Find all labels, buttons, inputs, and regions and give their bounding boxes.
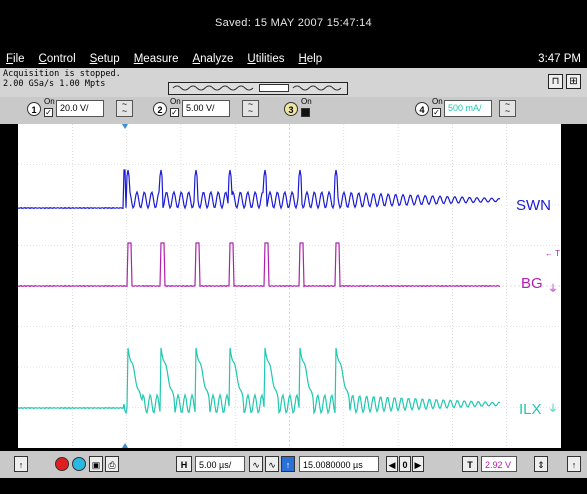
channel-2-on-label: On [170, 97, 181, 106]
menu-utilities[interactable]: Utilities [247, 53, 285, 65]
menu-file[interactable]: File [6, 53, 25, 65]
channel-1-checkbox[interactable]: ✓ [44, 108, 53, 117]
memory-window[interactable] [259, 84, 289, 92]
trigger-button[interactable]: T [462, 456, 478, 472]
trigger-adjust-icon[interactable]: ⇕ [534, 456, 548, 472]
sample-rate: 2.00 GSa/s 1.00 Mpts [3, 79, 106, 89]
timebase-wave-icon[interactable]: ∿ [249, 456, 263, 472]
channel-4-on-label: On [432, 97, 443, 106]
pulse-icon[interactable]: ⊓ [548, 74, 563, 89]
trace-bg [17, 242, 501, 288]
label-ilx: ILX [519, 401, 542, 418]
timebase-field[interactable]: 5.00 µs/ [195, 456, 245, 472]
channel-3-on-label: On [301, 97, 312, 106]
run-icon[interactable] [72, 457, 86, 471]
label-swn: SWN [516, 197, 551, 214]
acquisition-state: Acquisition is stopped. [3, 69, 121, 79]
trace-ilx [17, 347, 501, 415]
menu-control[interactable]: Control [38, 53, 76, 65]
channel-4-button[interactable]: 4 [415, 102, 429, 116]
control-bar: ↑ ▣ ⎙ H 5.00 µs/ ∿ ∿ ↑ 15.0080000 µs ◀ 0… [0, 451, 587, 478]
ilx-ground-marker: ⏚ [548, 403, 558, 415]
delay-field[interactable]: 15.0080000 µs [299, 456, 379, 472]
menu-bar: File Control Setup Measure Analyze Utili… [0, 50, 587, 68]
memory-bar[interactable] [168, 82, 348, 95]
channel-2-scale[interactable]: 5.00 V/ [182, 100, 230, 117]
channel-2-button[interactable]: 2 [153, 102, 167, 116]
delay-right-button[interactable]: ▶ [412, 456, 424, 472]
channel-1-scale[interactable]: 20.0 V/ [56, 100, 104, 117]
channel-3-checkbox[interactable] [301, 108, 310, 117]
channel-4-wave-icon[interactable]: ~ ~ [499, 100, 516, 117]
delay-left-button[interactable]: ◀ [386, 456, 398, 472]
channel-2-wave-icon[interactable]: ~ ~ [242, 100, 259, 117]
up-arrow-icon[interactable]: ↑ [14, 456, 28, 472]
print-icon[interactable]: ⎙ [105, 456, 119, 472]
clock: 3:47 PM [538, 53, 581, 65]
trigger-level-field[interactable]: 2.92 V [481, 456, 517, 472]
label-bg: BG [521, 275, 543, 292]
memory-wave-icon [172, 85, 342, 91]
down-arrow-icon[interactable]: ↑ [567, 456, 581, 472]
delay-zero-button[interactable]: 0 [399, 456, 411, 472]
channel-4-checkbox[interactable]: ✓ [432, 108, 441, 117]
delay-wave-icon[interactable]: ∿ [265, 456, 279, 472]
channel-1-on-label: On [44, 97, 55, 106]
channel-2-checkbox[interactable]: ✓ [170, 108, 179, 117]
menu-analyze[interactable]: Analyze [192, 53, 234, 65]
trace-swn [17, 169, 501, 210]
probe-icon[interactable]: ⊞ [566, 74, 581, 89]
trigger-position-marker-top [122, 124, 128, 129]
saved-timestamp: Saved: 15 MAY 2007 15:47:14 [215, 17, 372, 29]
waveform-display[interactable]: SWN BG ILX ← T ⏚ ⏚ [17, 124, 561, 448]
channel-4-scale[interactable]: 500 mA/ [444, 100, 492, 117]
bg-ground-marker: ⏚ [548, 283, 558, 295]
footer-strip [0, 478, 587, 494]
acquisition-status: Acquisition is stopped. 2.00 GSa/s 1.00 … [3, 69, 121, 89]
channel-bar: 1 On ✓ 20.0 V/ ~ ~ 2 On ✓ 5.00 V/ ~ ~ 3 On… [0, 97, 587, 124]
waveform-canvas: SWN BG ILX ← T ⏚ ⏚ [17, 124, 561, 448]
stop-icon[interactable] [55, 457, 69, 471]
status-bar: Acquisition is stopped. 2.00 GSa/s 1.00 … [0, 68, 587, 97]
delay-reference-icon[interactable]: ↑ [281, 456, 295, 472]
menu-setup[interactable]: Setup [89, 53, 120, 65]
trigger-level-marker: ← T [545, 249, 560, 258]
single-icon[interactable]: ▣ [89, 456, 103, 472]
trigger-position-marker-bottom [122, 443, 128, 448]
channel-1-wave-icon[interactable]: ~ ~ [116, 100, 133, 117]
menu-measure[interactable]: Measure [133, 53, 179, 65]
horizontal-button[interactable]: H [176, 456, 192, 472]
channel-3-button[interactable]: 3 [284, 102, 298, 116]
channel-1-button[interactable]: 1 [27, 102, 41, 116]
menu-help[interactable]: Help [298, 53, 323, 65]
